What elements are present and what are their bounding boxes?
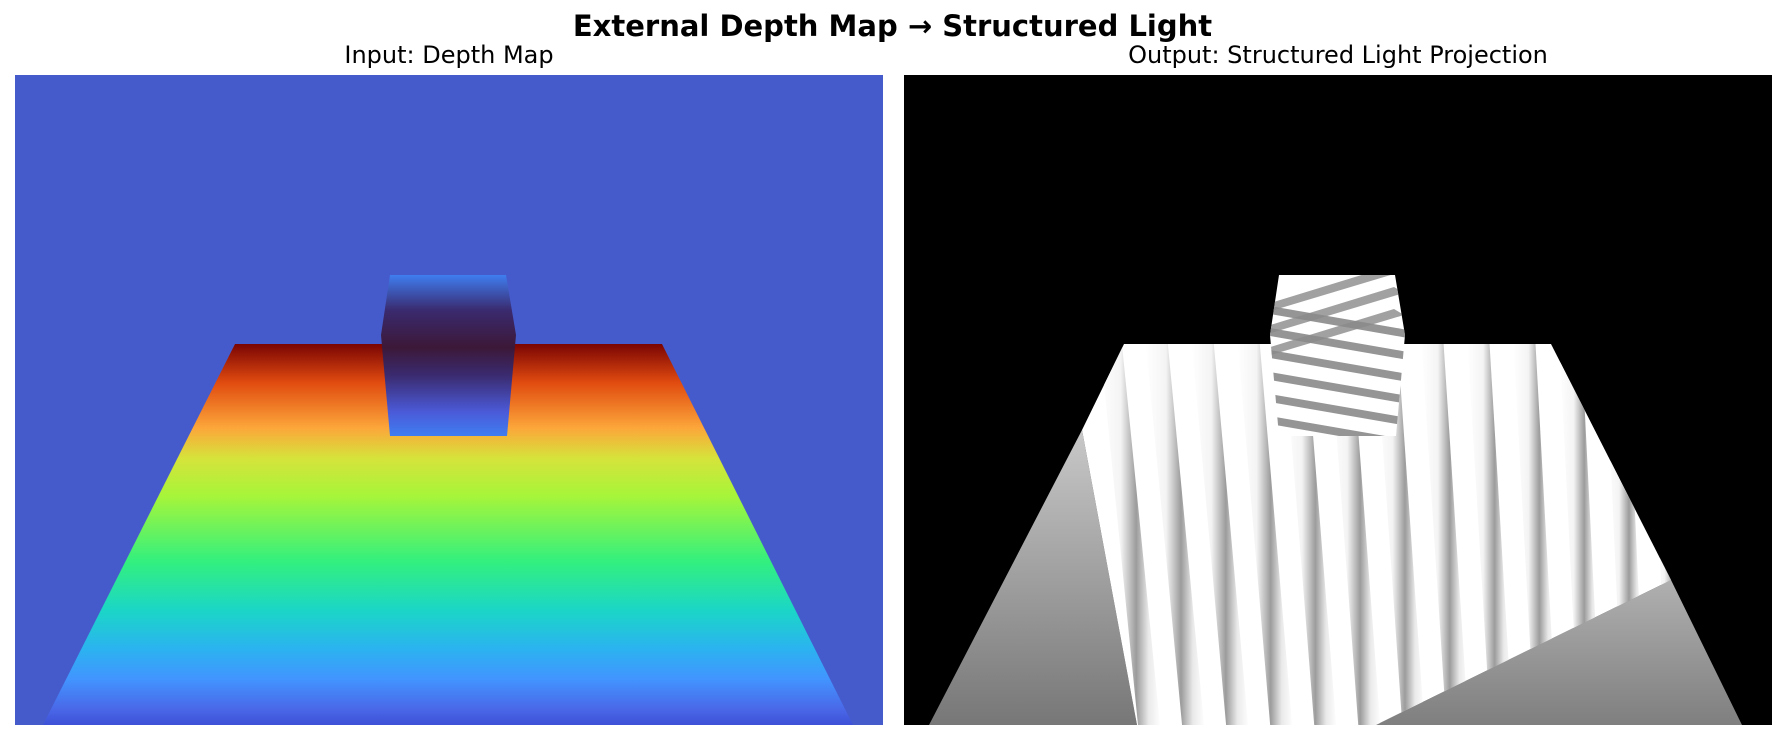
figure-title: External Depth Map → Structured Light — [572, 9, 1213, 43]
object-stripe — [1270, 371, 1405, 405]
floor-shadow-right — [1376, 580, 1742, 725]
object-stripe — [1270, 287, 1404, 335]
input-panel-title: Input: Depth Map — [344, 41, 554, 69]
floor-shadow-left — [929, 430, 1137, 725]
projected-stripe — [1237, 344, 1293, 725]
projected-stripe — [1513, 344, 1557, 725]
object-stripe — [1270, 275, 1404, 313]
object-stripe — [1270, 309, 1404, 357]
projected-stripe — [1145, 344, 1205, 725]
depth-ground-plane — [43, 344, 853, 725]
projected-stripe — [1467, 344, 1513, 725]
projected-stripe — [1099, 344, 1161, 725]
stripe-pattern — [1099, 344, 1671, 725]
object-stripe — [1270, 349, 1405, 383]
object-stripe — [1270, 415, 1405, 436]
object-stripe-pattern — [1270, 275, 1405, 436]
object-stripe — [1270, 305, 1405, 339]
depth-map-image — [15, 75, 883, 725]
depth-object — [381, 275, 516, 436]
projected-stripe — [1191, 344, 1249, 725]
structured-light-image — [904, 75, 1772, 725]
output-panel-title: Output: Structured Light Projection — [1128, 41, 1548, 69]
projected-stripe — [1421, 344, 1469, 725]
object-stripe — [1270, 393, 1405, 427]
projected-object — [1270, 275, 1405, 436]
object-stripe — [1270, 327, 1405, 361]
